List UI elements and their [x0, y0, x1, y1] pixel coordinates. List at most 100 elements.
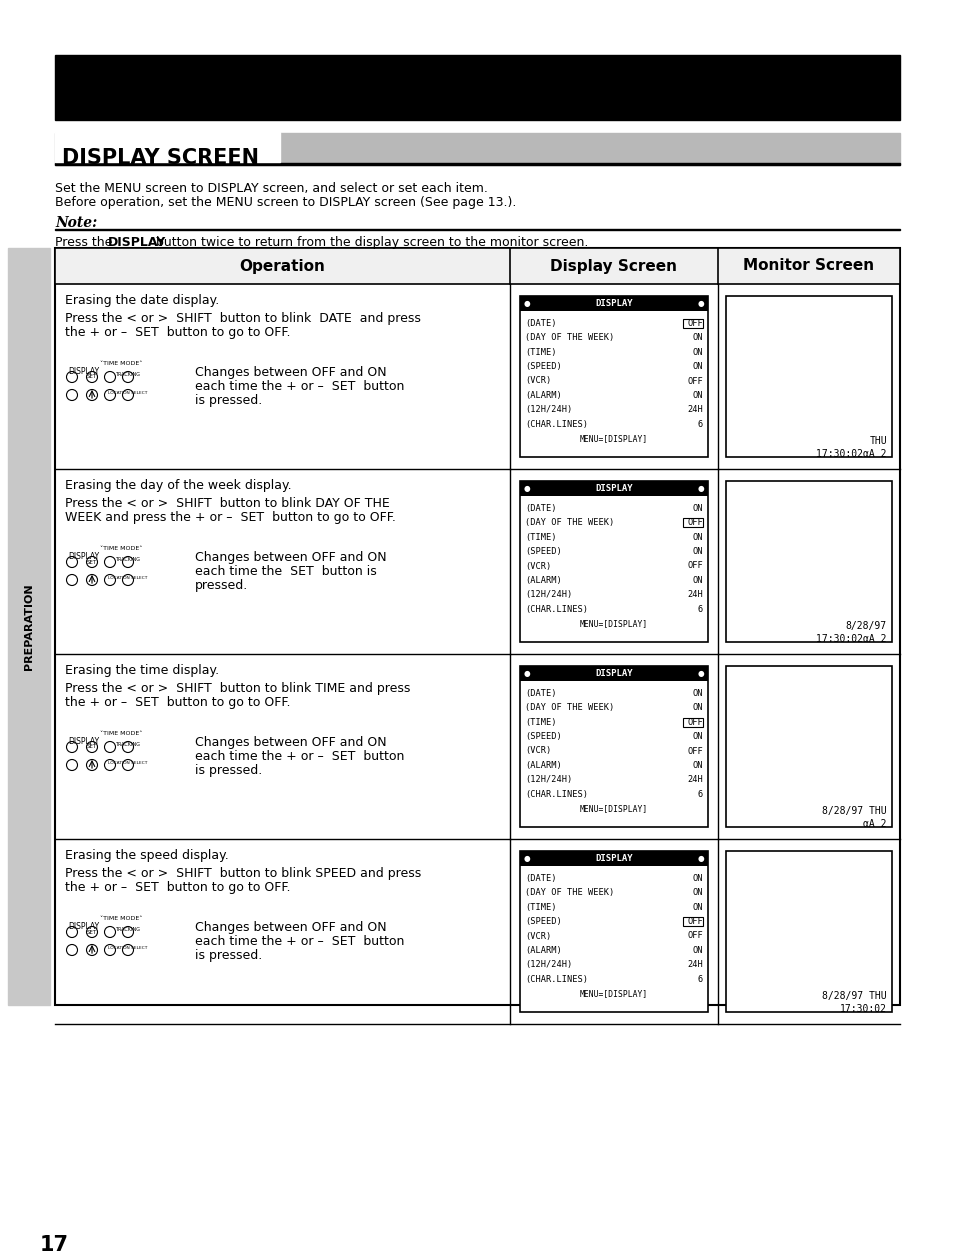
- Circle shape: [105, 742, 115, 753]
- Circle shape: [122, 742, 133, 753]
- Text: ˅TIME MODE˄: ˅TIME MODE˄: [100, 916, 142, 921]
- Text: MENU=[DISPLAY]: MENU=[DISPLAY]: [579, 434, 647, 443]
- Text: Press the: Press the: [55, 236, 116, 249]
- Text: each time the + or –  SET  button: each time the + or – SET button: [194, 934, 404, 948]
- Circle shape: [67, 389, 77, 400]
- Text: 6: 6: [697, 975, 702, 983]
- Text: Set the MENU screen to DISPLAY screen, and select or set each item.: Set the MENU screen to DISPLAY screen, a…: [55, 181, 487, 195]
- Text: (CHAR.LINES): (CHAR.LINES): [524, 789, 587, 799]
- Text: 24H: 24H: [686, 961, 702, 970]
- Text: (12H/24H): (12H/24H): [524, 590, 572, 599]
- Text: the + or –  SET  button to go to OFF.: the + or – SET button to go to OFF.: [65, 881, 291, 894]
- Bar: [725, 480, 891, 642]
- Bar: [682, 518, 702, 527]
- Text: ON: ON: [692, 946, 702, 955]
- Text: SET: SET: [87, 374, 97, 379]
- Text: ON: ON: [692, 504, 702, 513]
- Text: (CHAR.LINES): (CHAR.LINES): [524, 975, 587, 983]
- Text: Erasing the time display.: Erasing the time display.: [65, 664, 219, 677]
- Bar: [55, 55, 899, 120]
- Text: ON: ON: [692, 888, 702, 897]
- Text: MENU=[DISPLAY]: MENU=[DISPLAY]: [579, 804, 647, 813]
- Text: SET: SET: [87, 744, 97, 749]
- Text: (TIME): (TIME): [524, 903, 556, 912]
- Text: 8/28/97: 8/28/97: [845, 620, 886, 631]
- Bar: [519, 296, 707, 311]
- Text: OFF: OFF: [686, 932, 702, 941]
- Text: Press the < or >  SHIFT  button to blink TIME and press: Press the < or > SHIFT button to blink T…: [65, 682, 410, 696]
- Text: Changes between OFF and ON: Changes between OFF and ON: [194, 736, 386, 749]
- Text: (DAY OF THE WEEK): (DAY OF THE WEEK): [524, 888, 614, 897]
- Text: 17:30:02: 17:30:02: [840, 1005, 886, 1015]
- Text: LOCATION SELECT: LOCATION SELECT: [109, 392, 148, 395]
- Circle shape: [67, 927, 77, 937]
- Circle shape: [122, 574, 133, 585]
- Text: the + or –  SET  button to go to OFF.: the + or – SET button to go to OFF.: [65, 327, 291, 339]
- Text: Erasing the day of the week display.: Erasing the day of the week display.: [65, 479, 292, 492]
- Text: (SPEED): (SPEED): [524, 917, 561, 926]
- Text: is pressed.: is pressed.: [194, 764, 262, 777]
- Bar: [519, 480, 707, 642]
- Text: OFF: OFF: [686, 319, 702, 328]
- Text: DISPLAY: DISPLAY: [108, 236, 166, 249]
- Bar: [519, 296, 707, 457]
- Bar: [725, 296, 891, 457]
- Text: (VCR): (VCR): [524, 377, 551, 385]
- Text: TRACKING: TRACKING: [115, 557, 140, 562]
- Text: (DAY OF THE WEEK): (DAY OF THE WEEK): [524, 333, 614, 343]
- Text: Operation: Operation: [239, 259, 325, 274]
- Text: ●: ●: [697, 669, 703, 678]
- Text: ˅TIME MODE˄: ˅TIME MODE˄: [100, 362, 142, 367]
- Bar: [55, 248, 899, 284]
- Text: (DAY OF THE WEEK): (DAY OF THE WEEK): [524, 703, 614, 712]
- Text: (VCR): (VCR): [524, 932, 551, 941]
- Circle shape: [105, 574, 115, 585]
- Bar: [519, 851, 707, 866]
- Circle shape: [122, 389, 133, 400]
- Circle shape: [122, 372, 133, 383]
- Circle shape: [105, 389, 115, 400]
- Bar: [682, 319, 702, 328]
- Text: (TIME): (TIME): [524, 718, 556, 727]
- Text: each time the + or –  SET  button: each time the + or – SET button: [194, 751, 404, 763]
- Text: ˅TIME MODE˄: ˅TIME MODE˄: [100, 731, 142, 736]
- Text: LOCATION SELECT: LOCATION SELECT: [109, 761, 148, 766]
- Circle shape: [67, 759, 77, 771]
- Text: DISPLAY: DISPLAY: [595, 484, 632, 493]
- Text: OFF: OFF: [686, 562, 702, 570]
- Circle shape: [87, 759, 97, 771]
- Text: DISPLAY: DISPLAY: [68, 367, 99, 377]
- Bar: [682, 718, 702, 727]
- Text: ON: ON: [692, 547, 702, 555]
- Text: OFF: OFF: [686, 718, 702, 727]
- Text: ON: ON: [692, 732, 702, 741]
- Bar: [55, 133, 899, 165]
- Text: ON: ON: [692, 333, 702, 343]
- Circle shape: [122, 557, 133, 568]
- Circle shape: [105, 759, 115, 771]
- Text: is pressed.: is pressed.: [194, 394, 262, 407]
- Text: Changes between OFF and ON: Changes between OFF and ON: [194, 921, 386, 934]
- Text: PREPARATION: PREPARATION: [24, 583, 34, 669]
- Text: Erasing the date display.: Erasing the date display.: [65, 294, 219, 306]
- Text: DISPLAY: DISPLAY: [68, 922, 99, 931]
- Circle shape: [67, 574, 77, 585]
- Bar: [519, 480, 707, 495]
- Text: 17:30:02αA 2: 17:30:02αA 2: [816, 449, 886, 459]
- Text: 17:30:02αA 2: 17:30:02αA 2: [816, 634, 886, 644]
- Text: ●: ●: [697, 854, 703, 863]
- Bar: [55, 133, 280, 161]
- Text: Press the < or >  SHIFT  button to blink  DATE  and press: Press the < or > SHIFT button to blink D…: [65, 311, 420, 325]
- Bar: [519, 666, 707, 681]
- Circle shape: [87, 742, 97, 753]
- Text: (TIME): (TIME): [524, 533, 556, 542]
- Bar: [725, 666, 891, 827]
- Text: ●: ●: [523, 854, 530, 863]
- Circle shape: [105, 945, 115, 956]
- Circle shape: [105, 372, 115, 383]
- Text: ●: ●: [697, 484, 703, 493]
- Circle shape: [122, 927, 133, 937]
- Text: ON: ON: [692, 533, 702, 542]
- Text: each time the + or –  SET  button: each time the + or – SET button: [194, 380, 404, 393]
- Circle shape: [67, 372, 77, 383]
